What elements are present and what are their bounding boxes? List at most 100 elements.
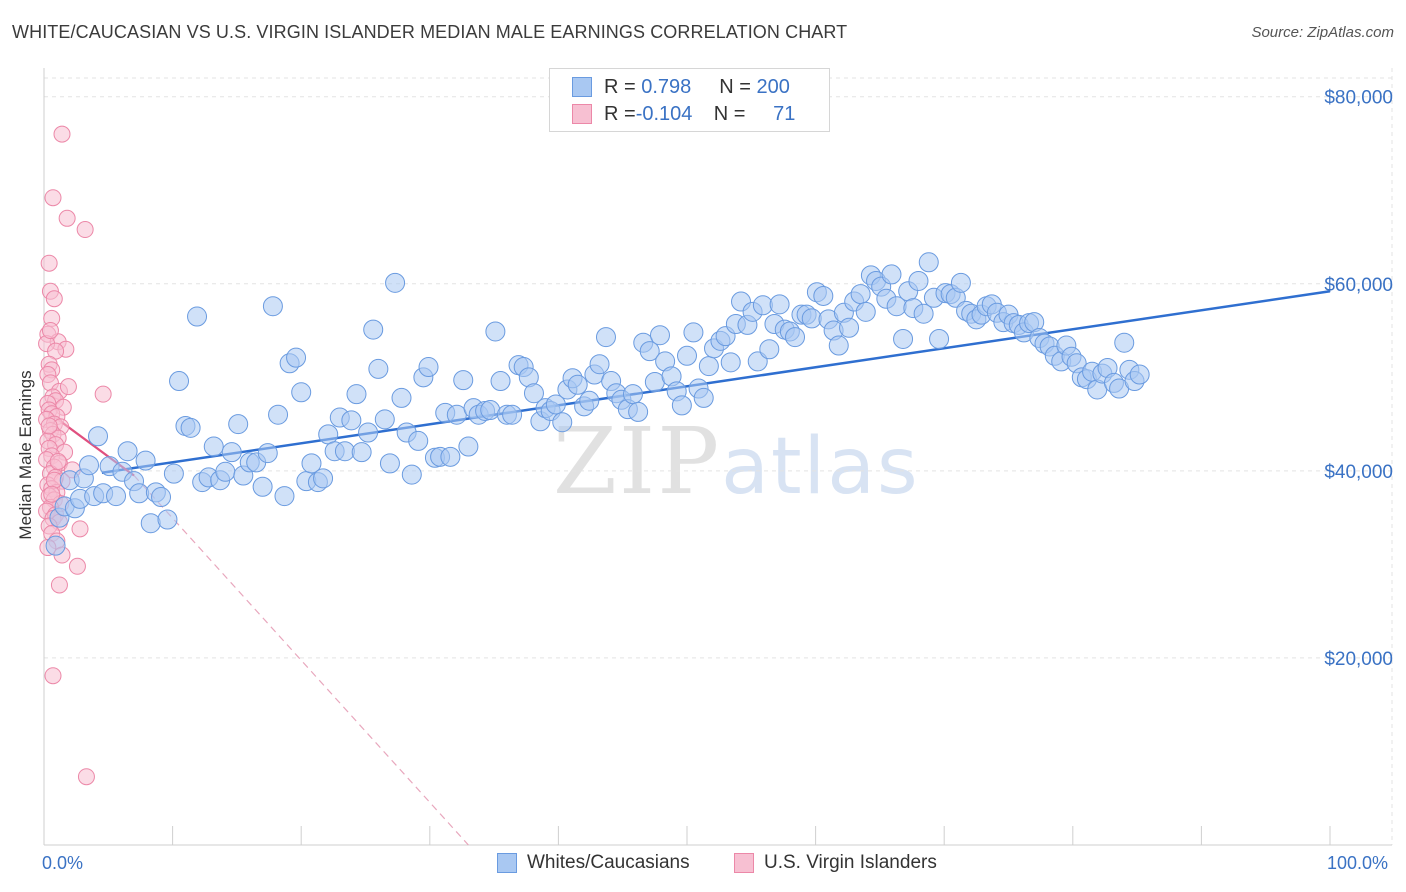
x-tick-label-max: 100.0%	[1327, 853, 1389, 873]
point-whites	[151, 487, 172, 508]
point-whites	[747, 351, 768, 372]
point-whites	[567, 374, 588, 395]
point-whites	[135, 450, 156, 471]
point-whites	[169, 371, 190, 392]
legend-row-whites: R = 0.798 N = 200	[572, 75, 790, 99]
y-tick-label: $40,000	[1324, 462, 1393, 483]
point-virgin-islanders	[94, 385, 112, 403]
bottom-legend-swatch-virgin-islanders	[734, 853, 754, 873]
point-whites	[1129, 364, 1150, 385]
point-whites	[252, 476, 273, 497]
point-whites	[221, 442, 242, 463]
point-whites	[589, 354, 610, 375]
point-virgin-islanders	[45, 290, 63, 308]
point-whites	[502, 404, 523, 425]
point-whites	[318, 424, 339, 445]
point-virgin-islanders	[76, 221, 94, 239]
source-label: Source: ZipAtlas.com	[1251, 24, 1394, 41]
point-whites	[418, 357, 439, 378]
point-whites	[79, 455, 100, 476]
point-whites	[769, 294, 790, 315]
point-virgin-islanders	[44, 189, 62, 207]
point-whites	[908, 270, 929, 291]
legend-row-virgin-islanders: R = -0.104 N = 71	[572, 102, 795, 126]
watermark: ZIPatlas	[553, 408, 920, 515]
point-whites	[401, 464, 422, 485]
point-whites	[458, 436, 479, 457]
point-whites	[187, 306, 208, 327]
point-virgin-islanders	[59, 378, 77, 396]
legend-r-label: R =	[604, 75, 636, 98]
point-virgin-islanders	[68, 557, 86, 575]
trend-line-virgin-islanders-extension	[133, 475, 469, 846]
point-whites	[346, 384, 367, 405]
y-tick-label: $80,000	[1324, 88, 1393, 109]
legend-r-label: R =	[604, 102, 636, 125]
point-whites	[363, 319, 384, 340]
point-whites	[453, 370, 474, 391]
point-whites	[855, 301, 876, 322]
point-whites	[523, 383, 544, 404]
legend-r-value: 0.798	[641, 75, 692, 98]
point-whites	[918, 252, 939, 273]
point-whites	[622, 384, 643, 405]
point-whites	[1114, 332, 1135, 353]
point-whites	[117, 441, 138, 462]
point-whites	[446, 404, 467, 425]
point-whites	[408, 430, 429, 451]
point-whites	[913, 303, 934, 324]
point-whites	[480, 400, 501, 421]
point-whites	[257, 443, 278, 464]
point-whites	[334, 441, 355, 462]
y-tick-labels: $20,000 $40,000 $60,000 $80,000	[1324, 88, 1393, 670]
point-virgin-islanders	[53, 125, 71, 143]
point-virgin-islanders	[58, 209, 76, 227]
series-virgin-islanders-points	[38, 125, 112, 786]
point-virgin-islanders	[40, 417, 58, 435]
point-whites	[893, 328, 914, 349]
point-virgin-islanders	[43, 485, 61, 503]
point-virgin-islanders	[71, 520, 89, 538]
point-whites	[552, 412, 573, 433]
point-virgin-islanders	[77, 768, 95, 786]
point-whites	[813, 285, 834, 306]
bottom-legend-label-whites: Whites/Caucasians	[527, 852, 690, 873]
y-tick-label: $60,000	[1324, 275, 1393, 296]
point-whites	[129, 483, 150, 504]
series-whites-points	[45, 252, 1150, 556]
point-whites	[785, 327, 806, 348]
point-whites	[228, 414, 249, 435]
bottom-legend-whites[interactable]: Whites/Caucasians	[497, 852, 690, 874]
point-whites	[639, 341, 660, 362]
point-whites	[649, 325, 670, 346]
point-whites	[801, 308, 822, 329]
legend-n-label: N =	[719, 75, 751, 98]
point-whites	[163, 463, 184, 484]
bottom-legend-label-virgin-islanders: U.S. Virgin Islanders	[764, 852, 937, 873]
point-whites	[262, 296, 283, 317]
point-whites	[490, 371, 511, 392]
point-whites	[385, 272, 406, 293]
point-whites	[106, 486, 127, 507]
bottom-legend-swatch-whites	[497, 853, 517, 873]
point-whites	[291, 382, 312, 403]
bottom-legend-virgin-islanders[interactable]: U.S. Virgin Islanders	[734, 852, 937, 874]
point-whites	[850, 284, 871, 305]
point-whites	[698, 356, 719, 377]
point-whites	[368, 358, 389, 379]
point-whites	[485, 321, 506, 342]
point-whites	[828, 335, 849, 356]
point-virgin-islanders	[44, 667, 62, 685]
legend-n-value: 71	[773, 102, 796, 125]
point-whites	[379, 453, 400, 474]
point-whites	[274, 486, 295, 507]
y-axis-label: Median Male Earnings	[16, 370, 35, 540]
point-whites	[140, 513, 161, 534]
x-tick-label-min: 0.0%	[42, 853, 84, 873]
legend-n-value: 200	[756, 75, 790, 98]
point-virgin-islanders	[49, 453, 67, 470]
point-whites	[391, 387, 412, 408]
point-whites	[301, 453, 322, 474]
point-whites	[215, 461, 236, 482]
